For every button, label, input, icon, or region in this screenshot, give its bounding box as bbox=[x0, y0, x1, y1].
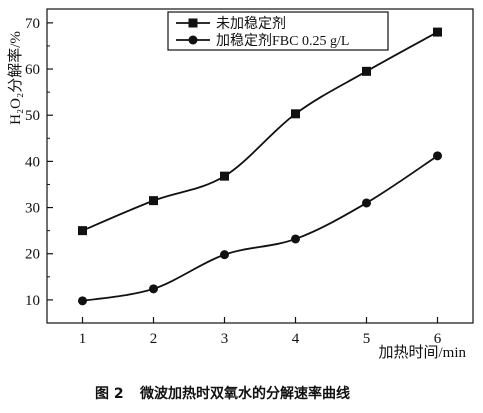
y-tick-label: 50 bbox=[25, 108, 40, 124]
legend-entry: 加稳定剂FBC 0.25 g/L bbox=[176, 33, 349, 49]
y-tick-label: 30 bbox=[25, 201, 40, 217]
series-2 bbox=[78, 151, 442, 306]
circle-marker bbox=[149, 284, 158, 294]
y-tick-label: 20 bbox=[25, 247, 40, 263]
square-marker bbox=[291, 109, 300, 119]
square-marker bbox=[220, 171, 229, 181]
figure-caption: 图 2 微波加热时双氧水的分解速率曲线 bbox=[95, 385, 350, 402]
x-tick-label: 6 bbox=[434, 331, 442, 347]
circle-marker bbox=[362, 198, 371, 208]
series-1 bbox=[78, 27, 442, 236]
x-tick-label: 3 bbox=[221, 331, 229, 347]
y-tick-label: 60 bbox=[25, 62, 40, 78]
y-tick-label: 40 bbox=[25, 154, 40, 170]
y-tick-label: 70 bbox=[25, 16, 40, 32]
square-marker bbox=[433, 27, 442, 37]
x-axis-label: 加热时间/min bbox=[378, 344, 466, 361]
caption-label: 图 2 bbox=[95, 386, 124, 402]
legend-label: 加稳定剂FBC 0.25 g/L bbox=[216, 33, 349, 49]
circle-marker bbox=[433, 151, 442, 161]
caption-text: 微波加热时双氧水的分解速率曲线 bbox=[139, 385, 350, 402]
series-line bbox=[82, 155, 438, 302]
x-tick-label: 4 bbox=[292, 331, 300, 347]
axes: 1 2 3 4 5 6 10 20 30 40 50 60 70 bbox=[25, 8, 474, 347]
square-marker bbox=[149, 196, 158, 206]
legend-square-marker bbox=[188, 18, 198, 28]
plot-frame bbox=[46, 8, 474, 324]
circle-marker bbox=[78, 296, 87, 306]
y-axis-label: H₂O₂分解率/% bbox=[7, 31, 24, 125]
x-tick-label: 1 bbox=[79, 331, 87, 347]
legend-circle-marker bbox=[188, 35, 198, 45]
series-line bbox=[82, 31, 438, 232]
x-tick-label: 5 bbox=[363, 331, 371, 347]
legend-box bbox=[167, 11, 389, 51]
circle-marker bbox=[220, 250, 229, 260]
circle-marker bbox=[291, 234, 300, 244]
square-marker bbox=[362, 66, 371, 76]
square-marker bbox=[78, 226, 87, 236]
legend-entry: 未加稳定剂 bbox=[176, 16, 286, 32]
legend-label: 未加稳定剂 bbox=[216, 16, 286, 32]
x-tick-label: 2 bbox=[150, 331, 158, 347]
y-tick-label: 10 bbox=[25, 293, 40, 309]
series-layer bbox=[78, 27, 442, 306]
